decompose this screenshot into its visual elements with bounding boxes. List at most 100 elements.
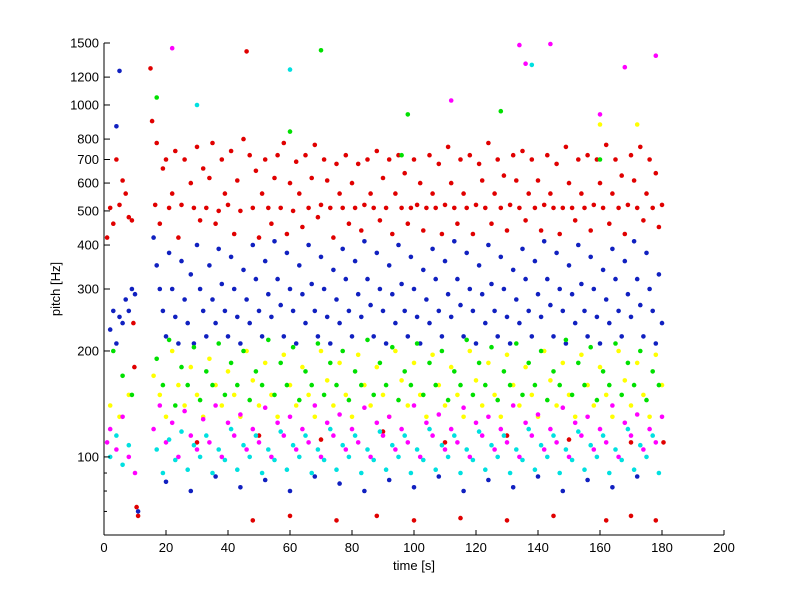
data-point	[300, 364, 305, 370]
data-point	[185, 320, 190, 326]
data-point	[169, 420, 175, 426]
data-point	[585, 152, 590, 158]
data-point	[517, 320, 522, 326]
data-point	[402, 170, 408, 176]
data-point	[377, 429, 383, 434]
data-point	[126, 442, 132, 448]
y-tick-label: 400	[77, 238, 99, 253]
data-point	[579, 352, 584, 358]
data-point	[207, 175, 212, 181]
data-point	[661, 440, 666, 445]
data-point	[222, 392, 228, 398]
data-point	[152, 202, 158, 208]
data-point	[328, 360, 333, 366]
data-point	[560, 405, 566, 411]
data-point	[514, 447, 519, 452]
data-point	[241, 136, 246, 142]
data-point	[470, 308, 476, 314]
data-point	[390, 231, 395, 237]
data-point	[315, 341, 321, 346]
data-point	[244, 447, 249, 452]
data-point	[576, 242, 581, 248]
data-point	[523, 276, 528, 282]
data-point	[324, 378, 330, 383]
data-point	[631, 467, 637, 473]
data-point	[569, 392, 575, 398]
data-point	[622, 231, 628, 237]
data-point	[250, 518, 256, 523]
data-point	[306, 205, 311, 211]
data-point	[489, 442, 494, 448]
data-point	[303, 152, 308, 158]
data-point	[225, 334, 231, 339]
data-point	[281, 334, 287, 339]
series-1	[107, 68, 665, 514]
data-point	[114, 124, 119, 129]
data-point	[262, 157, 268, 162]
data-point	[442, 258, 448, 264]
data-point	[200, 166, 206, 171]
data-point	[213, 403, 218, 408]
data-point	[275, 420, 280, 426]
data-point	[647, 414, 652, 420]
data-point	[204, 334, 209, 339]
data-point	[104, 235, 110, 240]
data-point	[551, 205, 556, 211]
data-point	[569, 291, 575, 297]
data-point	[594, 454, 600, 460]
data-point	[300, 291, 305, 297]
data-point	[216, 341, 221, 346]
data-point	[479, 433, 485, 438]
data-point	[448, 314, 454, 320]
data-point	[439, 334, 445, 339]
data-point	[107, 327, 113, 332]
data-point	[390, 344, 395, 350]
data-point	[213, 221, 218, 226]
data-point	[476, 429, 482, 434]
data-point	[414, 314, 420, 320]
data-point	[634, 412, 640, 417]
data-point	[365, 157, 370, 162]
data-point	[442, 440, 448, 445]
data-point	[414, 341, 420, 346]
data-point	[331, 433, 336, 438]
data-point	[352, 258, 358, 264]
data-point	[433, 382, 439, 388]
data-point	[625, 426, 631, 432]
data-point	[371, 205, 377, 211]
data-point	[523, 61, 528, 66]
data-point	[343, 392, 349, 398]
data-point	[321, 457, 327, 463]
data-point	[185, 467, 190, 473]
data-point	[117, 314, 122, 320]
data-point	[278, 302, 284, 308]
data-point	[473, 341, 479, 346]
x-axis-title: time [s]	[393, 558, 435, 573]
data-point	[427, 360, 432, 366]
data-point	[523, 218, 528, 223]
data-point	[272, 175, 277, 181]
data-point	[464, 447, 470, 452]
data-point	[650, 205, 655, 211]
data-point	[297, 263, 302, 268]
data-point	[638, 442, 643, 448]
data-point	[371, 457, 377, 463]
x-tick-label: 160	[589, 540, 611, 555]
data-point	[588, 442, 593, 448]
data-point	[467, 454, 473, 460]
data-point	[163, 157, 169, 162]
data-point	[532, 467, 538, 473]
data-point	[266, 205, 271, 211]
data-point	[579, 433, 584, 438]
data-point	[309, 382, 315, 388]
data-point	[374, 420, 380, 426]
data-point	[151, 235, 156, 240]
data-point	[169, 45, 175, 51]
data-point	[346, 454, 352, 460]
data-point	[613, 276, 618, 282]
data-point	[548, 426, 553, 432]
data-point	[281, 433, 287, 438]
data-point	[495, 454, 501, 460]
y-tick-label: 700	[77, 152, 99, 167]
x-tick-label: 80	[345, 540, 359, 555]
